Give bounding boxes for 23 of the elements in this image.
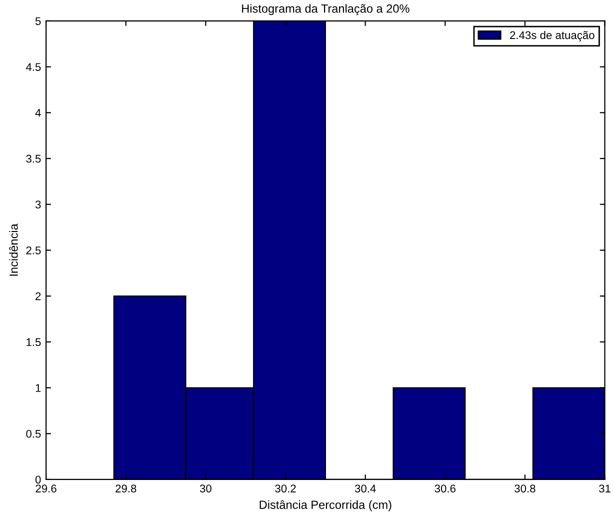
x-tick-label: 30.6 <box>434 484 456 492</box>
x-tick-label: 30.8 <box>514 484 536 492</box>
y-tick-label: 0.5 <box>26 430 41 438</box>
y-axis-title: Incidência <box>9 224 18 276</box>
y-tick-label: 2.5 <box>26 246 41 254</box>
x-tick-label: 30 <box>200 484 212 492</box>
y-tick-label: 2 <box>36 292 41 300</box>
x-axis-title: Distância Percorrida (cm) <box>260 500 392 512</box>
y-tick-label: 4 <box>35 109 41 117</box>
y-tick-label: 3.5 <box>26 154 41 163</box>
y-tick-label: 1 <box>36 384 41 392</box>
y-tick-label: 0 <box>35 476 41 484</box>
x-tick-label: 29.8 <box>116 484 136 492</box>
chart-title: Histograma da Tranlação a 20% <box>242 4 410 16</box>
x-tick-label: 30.2 <box>275 484 296 492</box>
legend-label: 2.43s de atuação <box>510 30 594 42</box>
x-tick-label: 31 <box>599 484 610 492</box>
y-tick-label: 4.5 <box>26 63 41 71</box>
y-tick-label: 1.5 <box>26 338 41 346</box>
y-tick-label: 3 <box>35 200 41 208</box>
y-tick-label: 5 <box>35 17 41 26</box>
x-tick-label: 29.6 <box>36 484 56 492</box>
x-tick-label: 30.4 <box>354 484 376 492</box>
